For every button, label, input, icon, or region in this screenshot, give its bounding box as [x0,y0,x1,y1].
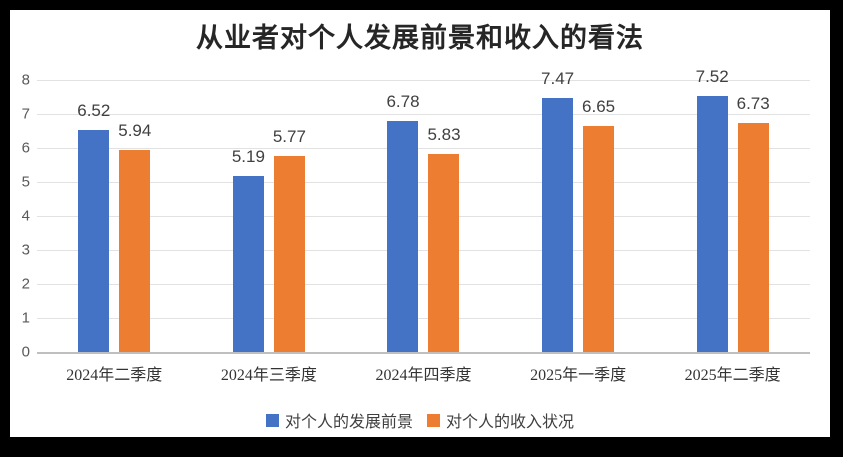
bar: 6.73 [737,94,770,352]
bar: 5.83 [427,125,461,352]
y-axis-tick-label: 2 [21,275,30,293]
legend-swatch [265,413,279,427]
y-axis-tick-label: 1 [21,309,30,327]
bar: 5.77 [273,127,306,352]
bar: 7.52 [696,67,729,352]
gridline [37,250,810,251]
legend: 对个人的发展前景 对个人的收入状况 [10,408,830,432]
x-axis-category-label: 2024年三季度 [220,367,317,384]
legend-label: 对个人的收入状况 [446,414,575,431]
bar-group: 7.52 6.73 [655,67,810,352]
gridline [37,182,810,183]
y-axis: 0 1 2 3 4 5 6 7 8 [10,10,30,437]
bar: 6.52 [77,101,110,352]
legend-item: 对个人的发展前景 [265,408,413,432]
x-axis-category-label: 2024年二季度 [66,367,163,384]
bar: 7.47 [541,69,574,352]
gridline [37,114,810,115]
bar: 5.19 [232,147,265,352]
chart-title: 从业者对个人发展前景和收入的看法 [196,23,644,53]
gridline [37,80,810,81]
bar-group: 5.19 5.77 [192,80,347,352]
bar-group: 7.47 6.65 [501,69,656,352]
gridline [37,284,810,285]
bar: 6.65 [582,97,615,352]
legend-swatch [427,413,440,427]
bar-groups: 6.52 5.94 5.19 5.77 6.78 5.83 7.47 6.65 7.52 6.73 [37,67,810,352]
bar-value-label: 5.94 [118,121,152,141]
bar-group: 6.78 5.83 [346,80,501,352]
bar-value-label: 5.83 [427,124,461,144]
bar: 6.78 [386,92,420,352]
y-axis-tick-label: 8 [21,71,30,89]
bar-value-label: 7.47 [541,69,575,89]
bar-value-label: 7.52 [695,67,729,87]
bar-value-label: 6.78 [386,92,420,112]
bar-value-label: 6.52 [77,101,111,121]
bar-group: 6.52 5.94 [37,80,192,352]
y-axis-tick-label: 5 [21,173,30,191]
gridline [37,216,810,217]
y-axis-tick-label: 3 [21,241,30,259]
x-axis-category-label: 2025年二季度 [684,367,781,384]
bar: 5.94 [118,121,151,352]
y-axis-tick-label: 7 [21,105,30,123]
y-axis-tick-label: 0 [21,343,30,361]
grid-layer [37,80,810,352]
gridline [37,318,810,319]
x-axis-labels: 2024年二季度 2024年三季度 2024年四季度 2025年一季度 2025年二季度 [37,361,810,385]
bar-value-label: 6.65 [582,96,616,116]
bar-value-label: 5.77 [272,126,306,146]
bar-value-label: 5.19 [231,146,265,166]
legend-label: 对个人的发展前景 [284,414,413,431]
y-axis-tick-label: 4 [21,207,30,225]
gridline [37,148,810,149]
plot-area: 6.52 5.94 5.19 5.77 6.78 5.83 7.47 6.65 7.52 6.73 [37,67,810,354]
y-axis-tick-label: 6 [21,139,30,157]
x-axis-category-label: 2025年一季度 [530,367,627,384]
legend-item: 对个人的收入状况 [427,408,574,432]
bar-value-label: 6.73 [736,94,770,114]
x-axis-category-label: 2024年四季度 [375,367,472,384]
